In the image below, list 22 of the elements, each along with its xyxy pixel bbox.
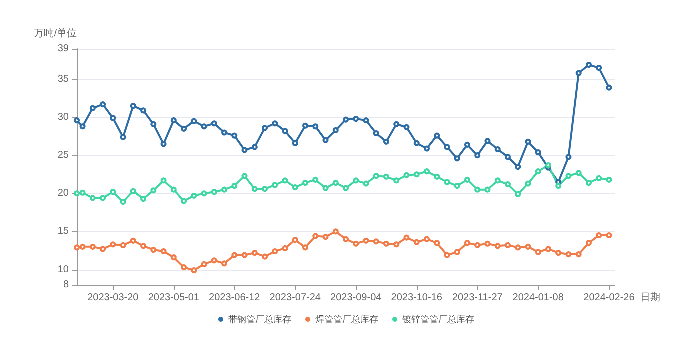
y-tick-label: 8 bbox=[63, 280, 70, 290]
y-tick-label: 10 bbox=[58, 264, 70, 276]
y-tick-label: 39 bbox=[58, 44, 70, 54]
legend-label: 带钢管厂总库存 bbox=[228, 314, 292, 324]
y-axis-title: 万吨/单位 bbox=[34, 28, 77, 40]
x-tick-label: 2023-09-04 bbox=[330, 292, 382, 304]
y-tick-label: 35 bbox=[58, 74, 70, 85]
x-tick-label: 2023-07-24 bbox=[270, 292, 322, 304]
legend-label: 焊管管厂总库存 bbox=[316, 314, 378, 324]
y-tick-label: 25 bbox=[58, 150, 70, 162]
x-tick-label: 2023-03-20 bbox=[88, 292, 140, 304]
x-tick-label: 2023-05-01 bbox=[148, 292, 200, 304]
x-axis-title: 日期 bbox=[640, 292, 661, 304]
x-tick-label: 2023-06-12 bbox=[209, 292, 261, 304]
legend-label: 镀锌管管厂总库存 bbox=[402, 314, 474, 324]
x-tick-label: 2024-01-08 bbox=[512, 292, 564, 304]
x-tick-label: 2024-02-26 bbox=[584, 292, 636, 304]
y-tick-label: 20 bbox=[58, 188, 70, 200]
x-tick-label: 2023-11-27 bbox=[452, 292, 504, 304]
y-tick-label: 30 bbox=[58, 112, 70, 124]
y-tick-label: 15 bbox=[58, 226, 70, 238]
x-tick-label: 2023-10-16 bbox=[391, 292, 443, 304]
